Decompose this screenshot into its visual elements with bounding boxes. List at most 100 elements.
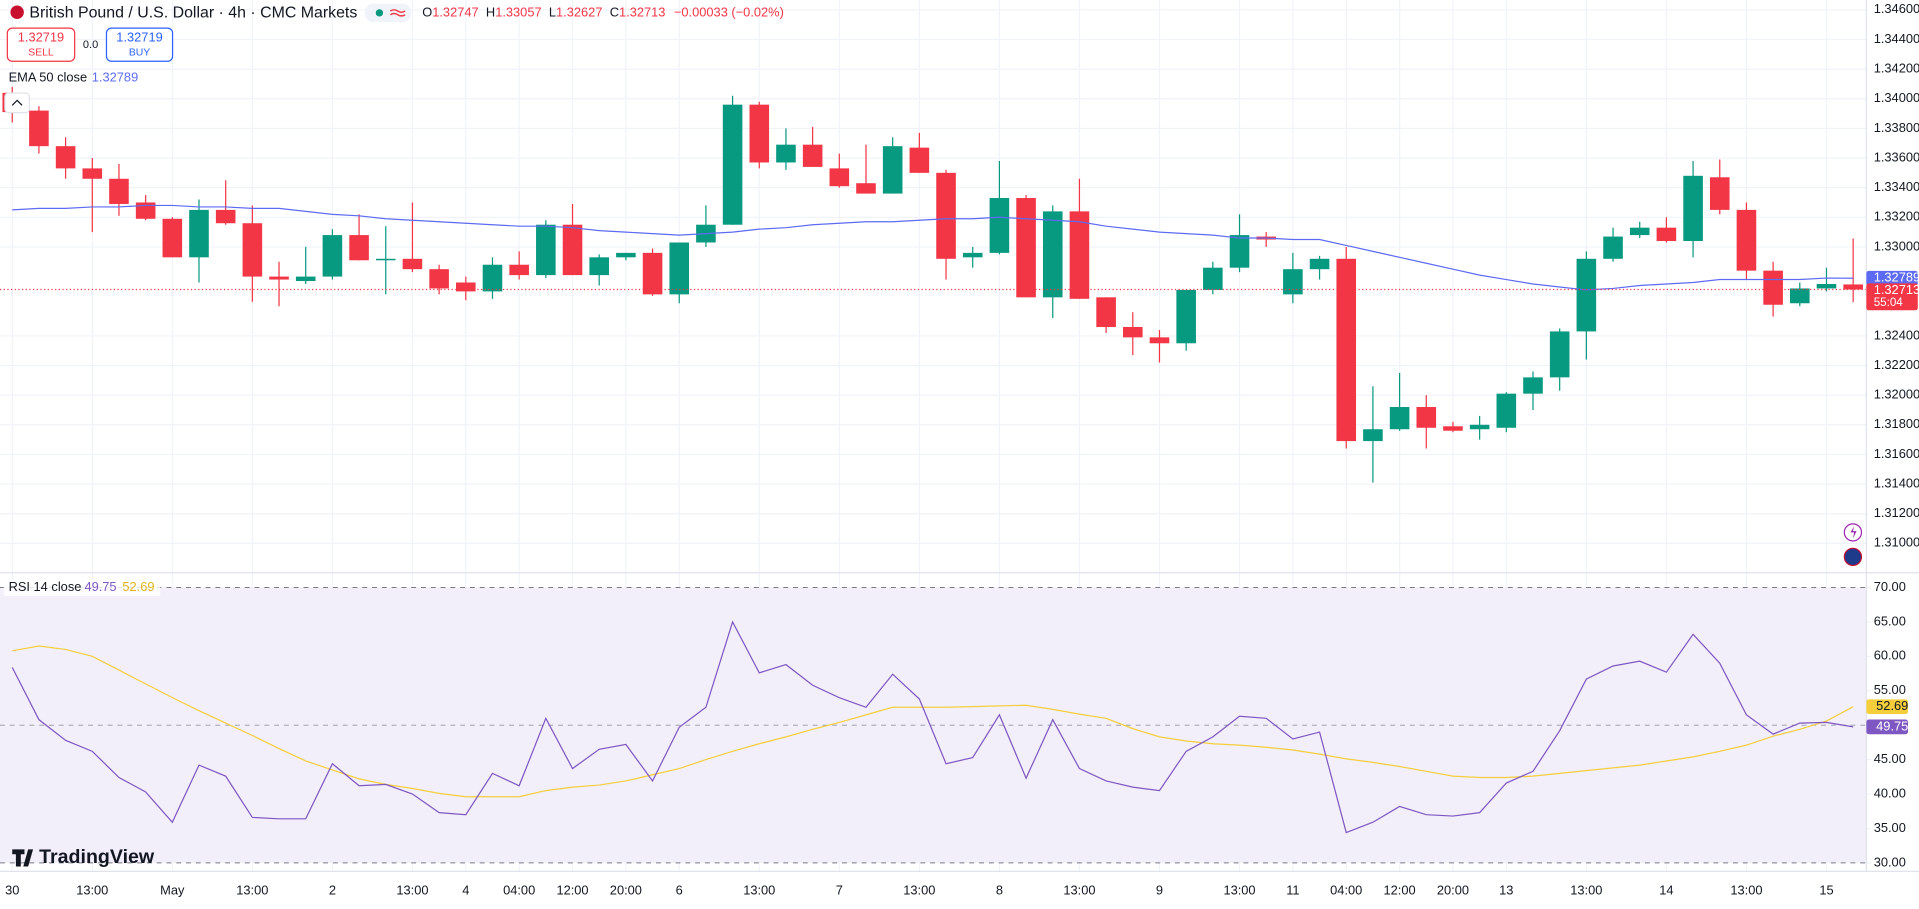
ema-line [12, 204, 1854, 291]
x-tick-label: 13:00 [1063, 882, 1095, 897]
ema-price-tag [1866, 270, 1918, 286]
x-tick-label: 13:00 [1730, 882, 1762, 897]
candle-body [1683, 175, 1703, 242]
x-tick-label: 04:00 [503, 882, 535, 897]
y-tick-label: 1.31200 [1874, 505, 1919, 520]
candle-body [1469, 424, 1490, 430]
symbol-flag [10, 5, 24, 19]
x-tick-label: May [160, 882, 185, 897]
candle-body [1603, 236, 1623, 259]
candle-body [322, 235, 343, 277]
candle-body [642, 252, 663, 295]
low-label: L [549, 5, 556, 20]
ema-price-label: 1.32789 [1874, 270, 1919, 285]
candle-body [109, 178, 129, 204]
x-tick-label: 30 [5, 882, 19, 897]
y-tick-label: 30.00 [1874, 854, 1906, 869]
candle-body [1736, 209, 1757, 271]
candle-body [1763, 270, 1783, 305]
candle-body [135, 202, 156, 219]
y-tick-label: 1.31800 [1874, 416, 1919, 431]
candle-body [749, 104, 770, 163]
x-tick-label: 04:00 [1330, 882, 1362, 897]
x-tick-label: 13 [1499, 882, 1513, 897]
candle-body [1229, 235, 1250, 268]
candle-body [1336, 258, 1357, 442]
rsi-value-label: 52.69 [1876, 698, 1908, 713]
y-tick-label: 35.00 [1874, 820, 1906, 835]
open-value: 1.32747 [432, 5, 478, 20]
currency-flag-icon[interactable] [1843, 547, 1863, 567]
sell-button[interactable] [6, 27, 76, 62]
market-open-dot [375, 9, 384, 17]
candle-body [536, 224, 556, 276]
candle-body [242, 223, 263, 277]
spread: 0.0 [83, 39, 98, 51]
candle-body [1096, 297, 1116, 327]
candle-body [802, 144, 823, 167]
rsi-line [12, 645, 1854, 798]
collapse-button[interactable] [4, 92, 30, 114]
rsi-line [11, 620, 1854, 834]
candle-body [162, 218, 183, 258]
alert-bolt [1850, 526, 1857, 539]
plot-layer [0, 86, 1867, 834]
symbol-title: British Pound / U.S. Dollar · 4h · CMC M… [29, 5, 357, 22]
buy-label: BUY [129, 47, 150, 58]
candle-body [82, 168, 103, 179]
x-tick-label: 13:00 [76, 882, 108, 897]
rsi-value-tag [1866, 719, 1908, 735]
candle-body [962, 252, 983, 258]
candle-body [1203, 267, 1223, 290]
candle-body [1443, 426, 1463, 431]
low-value: 1.32627 [556, 5, 602, 20]
candle-body [1576, 258, 1597, 332]
rsi-value-tag [1866, 699, 1908, 715]
watermark: TradingView [39, 846, 155, 868]
y-tick-label: 1.31000 [1874, 535, 1919, 550]
candle-body [562, 224, 583, 276]
candle-body [1790, 288, 1810, 304]
open-label: O [422, 5, 432, 20]
candle-body [589, 257, 609, 276]
x-tick-label: 14 [1659, 882, 1673, 897]
x-tick-label: 13:00 [236, 882, 268, 897]
candle-body [429, 269, 449, 289]
y-tick-label: 45.00 [1874, 751, 1906, 766]
candle-body [55, 146, 76, 169]
candle-body [776, 144, 796, 163]
collapse-icon [11, 99, 23, 106]
x-tick-label: 20:00 [610, 882, 642, 897]
y-tick-label: 1.32000 [1874, 387, 1919, 402]
x-tick-label: 13:00 [396, 882, 428, 897]
x-tick-label: 6 [676, 882, 683, 897]
change-value: −0.00033 (−0.02%) [674, 5, 784, 20]
y-tick-label: 65.00 [1874, 613, 1906, 628]
buy-button[interactable] [105, 27, 174, 62]
x-tick-label: 2 [329, 882, 336, 897]
candle-body [402, 258, 423, 270]
candle-body [1016, 198, 1036, 298]
y-tick-label: 1.34200 [1874, 60, 1919, 75]
high-label: H [486, 5, 495, 20]
candle-body [456, 282, 476, 292]
ohlc-legend: O1.32747 H1.33057 L1.32627 C1.32713 −0.0… [422, 5, 784, 20]
y-tick-label: 40.00 [1874, 785, 1906, 800]
close-value: 1.32713 [619, 5, 665, 20]
candle-body [856, 183, 876, 194]
countdown: 55:04 [1874, 296, 1904, 309]
y-tick-label: 60.00 [1874, 648, 1906, 663]
sell-price: 1.32719 [18, 29, 64, 44]
candle-body [29, 110, 49, 147]
rsi-ma-legend-value: 52.69 [122, 579, 154, 594]
close-label: C [610, 5, 619, 20]
candle-body [1069, 211, 1090, 299]
rsi-legend-bg [3, 578, 161, 597]
candle-body [1416, 407, 1437, 428]
x-tick-label: 13:00 [903, 882, 935, 897]
rsi-legend-value: 49.75 [84, 579, 116, 594]
y-tick-label: 1.33400 [1874, 179, 1919, 194]
x-tick-label: 7 [836, 882, 843, 897]
rsi-legend-name: RSI 14 close [9, 579, 82, 594]
